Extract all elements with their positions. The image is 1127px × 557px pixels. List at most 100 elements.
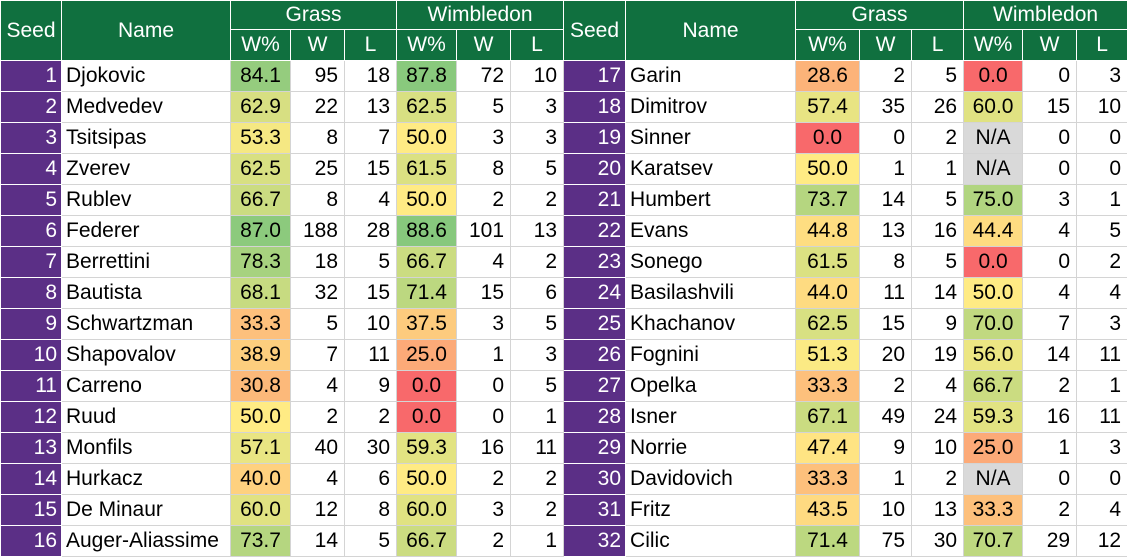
wimbledon-win-pct: 71.4 bbox=[397, 278, 457, 309]
grass-wins: 20 bbox=[860, 340, 912, 371]
wimbledon-losses: 2 bbox=[511, 185, 564, 216]
seed-cell: 9 bbox=[1, 309, 62, 340]
wimbledon-wins: 7 bbox=[1023, 309, 1077, 340]
seed-cell: 1 bbox=[1, 61, 62, 92]
player-name: Opelka bbox=[626, 371, 796, 402]
wimbledon-wins: 2 bbox=[1023, 371, 1077, 402]
wimbledon-wins: 2 bbox=[457, 464, 511, 495]
wimbledon-losses: 0 bbox=[1077, 464, 1127, 495]
wimbledon-header: Wimbledon bbox=[964, 1, 1127, 30]
wimbledon-losses: 5 bbox=[511, 371, 564, 402]
wimbledon-wins: 4 bbox=[457, 247, 511, 278]
grass-wins: 4 bbox=[291, 371, 345, 402]
grass-win-pct: 38.9 bbox=[231, 340, 291, 371]
grass-losses: 5 bbox=[345, 526, 397, 557]
grass-losses: 13 bbox=[912, 495, 964, 526]
grass-win-pct: 62.9 bbox=[231, 92, 291, 123]
grass-losses: 15 bbox=[345, 154, 397, 185]
grass-losses: 11 bbox=[345, 340, 397, 371]
grass-wins: 75 bbox=[860, 526, 912, 557]
grass-wins: 8 bbox=[860, 247, 912, 278]
player-name: Fognini bbox=[626, 340, 796, 371]
wimbledon-wins: 5 bbox=[457, 92, 511, 123]
player-name: Schwartzman bbox=[62, 309, 231, 340]
wimbledon-win-pct: 0.0 bbox=[397, 371, 457, 402]
seed-header: Seed bbox=[1, 1, 62, 61]
wimbledon-win-pct: 0.0 bbox=[397, 402, 457, 433]
wimbledon-losses: 13 bbox=[511, 216, 564, 247]
grass-wins: 95 bbox=[291, 61, 345, 92]
wimbledon-win-pct: 50.0 bbox=[964, 278, 1023, 309]
wimbledon-wins: 0 bbox=[457, 371, 511, 402]
wimbledon-wins: 1 bbox=[457, 340, 511, 371]
seed-cell: 12 bbox=[1, 402, 62, 433]
grass-losses: 5 bbox=[345, 247, 397, 278]
grass-losses: 16 bbox=[912, 216, 964, 247]
seed-cell: 22 bbox=[564, 216, 626, 247]
grass-losses: 15 bbox=[345, 278, 397, 309]
wimbledon-losses: 11 bbox=[511, 433, 564, 464]
wimbledon-wins: 4 bbox=[1023, 216, 1077, 247]
wimbledon-wins: 101 bbox=[457, 216, 511, 247]
wimbledon-wins: 0 bbox=[1023, 464, 1077, 495]
seed-cell: 4 bbox=[1, 154, 62, 185]
seed-cell: 6 bbox=[1, 216, 62, 247]
player-name: Evans bbox=[626, 216, 796, 247]
wimbledon-losses: 6 bbox=[511, 278, 564, 309]
wimbledon-wins: 0 bbox=[1023, 123, 1077, 154]
seed-cell: 31 bbox=[564, 495, 626, 526]
wimbledon-header: Wimbledon bbox=[397, 1, 564, 30]
grass-wins: 2 bbox=[860, 61, 912, 92]
player-name: Bautista bbox=[62, 278, 231, 309]
wimbledon-wins: 2 bbox=[457, 185, 511, 216]
grass-win-pct: 0.0 bbox=[796, 123, 860, 154]
seed-cell: 17 bbox=[564, 61, 626, 92]
grass-wins: 35 bbox=[860, 92, 912, 123]
grass-win-pct: 44.0 bbox=[796, 278, 860, 309]
player-name: Hurkacz bbox=[62, 464, 231, 495]
grass-losses: 9 bbox=[345, 371, 397, 402]
wimbledon-wins: 8 bbox=[457, 154, 511, 185]
wimbledon-wins: 1 bbox=[1023, 433, 1077, 464]
wimbledon-wins: 2 bbox=[1023, 495, 1077, 526]
grass-wins: 1 bbox=[860, 464, 912, 495]
grass-wins: 15 bbox=[860, 309, 912, 340]
player-name: Djokovic bbox=[62, 61, 231, 92]
seed-cell: 16 bbox=[1, 526, 62, 557]
grass-win-pct: 62.5 bbox=[796, 309, 860, 340]
player-name: Basilashvili bbox=[626, 278, 796, 309]
wimbledon-wins: 3 bbox=[457, 123, 511, 154]
seed-cell: 24 bbox=[564, 278, 626, 309]
seed-cell: 28 bbox=[564, 402, 626, 433]
grass-wins: 5 bbox=[291, 309, 345, 340]
wimbledon-wins: 29 bbox=[1023, 526, 1077, 557]
player-name: Karatsev bbox=[626, 154, 796, 185]
player-name: Sonego bbox=[626, 247, 796, 278]
seed-cell: 23 bbox=[564, 247, 626, 278]
grass-wins: 25 bbox=[291, 154, 345, 185]
grass-losses: 18 bbox=[345, 61, 397, 92]
grass-win-pct: 57.4 bbox=[796, 92, 860, 123]
grass-losses: 2 bbox=[912, 464, 964, 495]
player-name: Isner bbox=[626, 402, 796, 433]
player-name: Rublev bbox=[62, 185, 231, 216]
grass-header: Grass bbox=[796, 1, 964, 30]
seed-cell: 10 bbox=[1, 340, 62, 371]
wimbledon-wins: 0 bbox=[457, 402, 511, 433]
player-name: Dimitrov bbox=[626, 92, 796, 123]
grass-losses: 5 bbox=[912, 61, 964, 92]
grass-losses: 30 bbox=[345, 433, 397, 464]
grass-win-pct: 28.6 bbox=[796, 61, 860, 92]
wimbledon-losses: 5 bbox=[511, 154, 564, 185]
wimbledon-losses: 5 bbox=[511, 309, 564, 340]
wimbledon-losses: 0 bbox=[1077, 154, 1127, 185]
seed-cell: 32 bbox=[564, 526, 626, 557]
seed-cell: 25 bbox=[564, 309, 626, 340]
wimbledon-losses: 5 bbox=[1077, 216, 1127, 247]
